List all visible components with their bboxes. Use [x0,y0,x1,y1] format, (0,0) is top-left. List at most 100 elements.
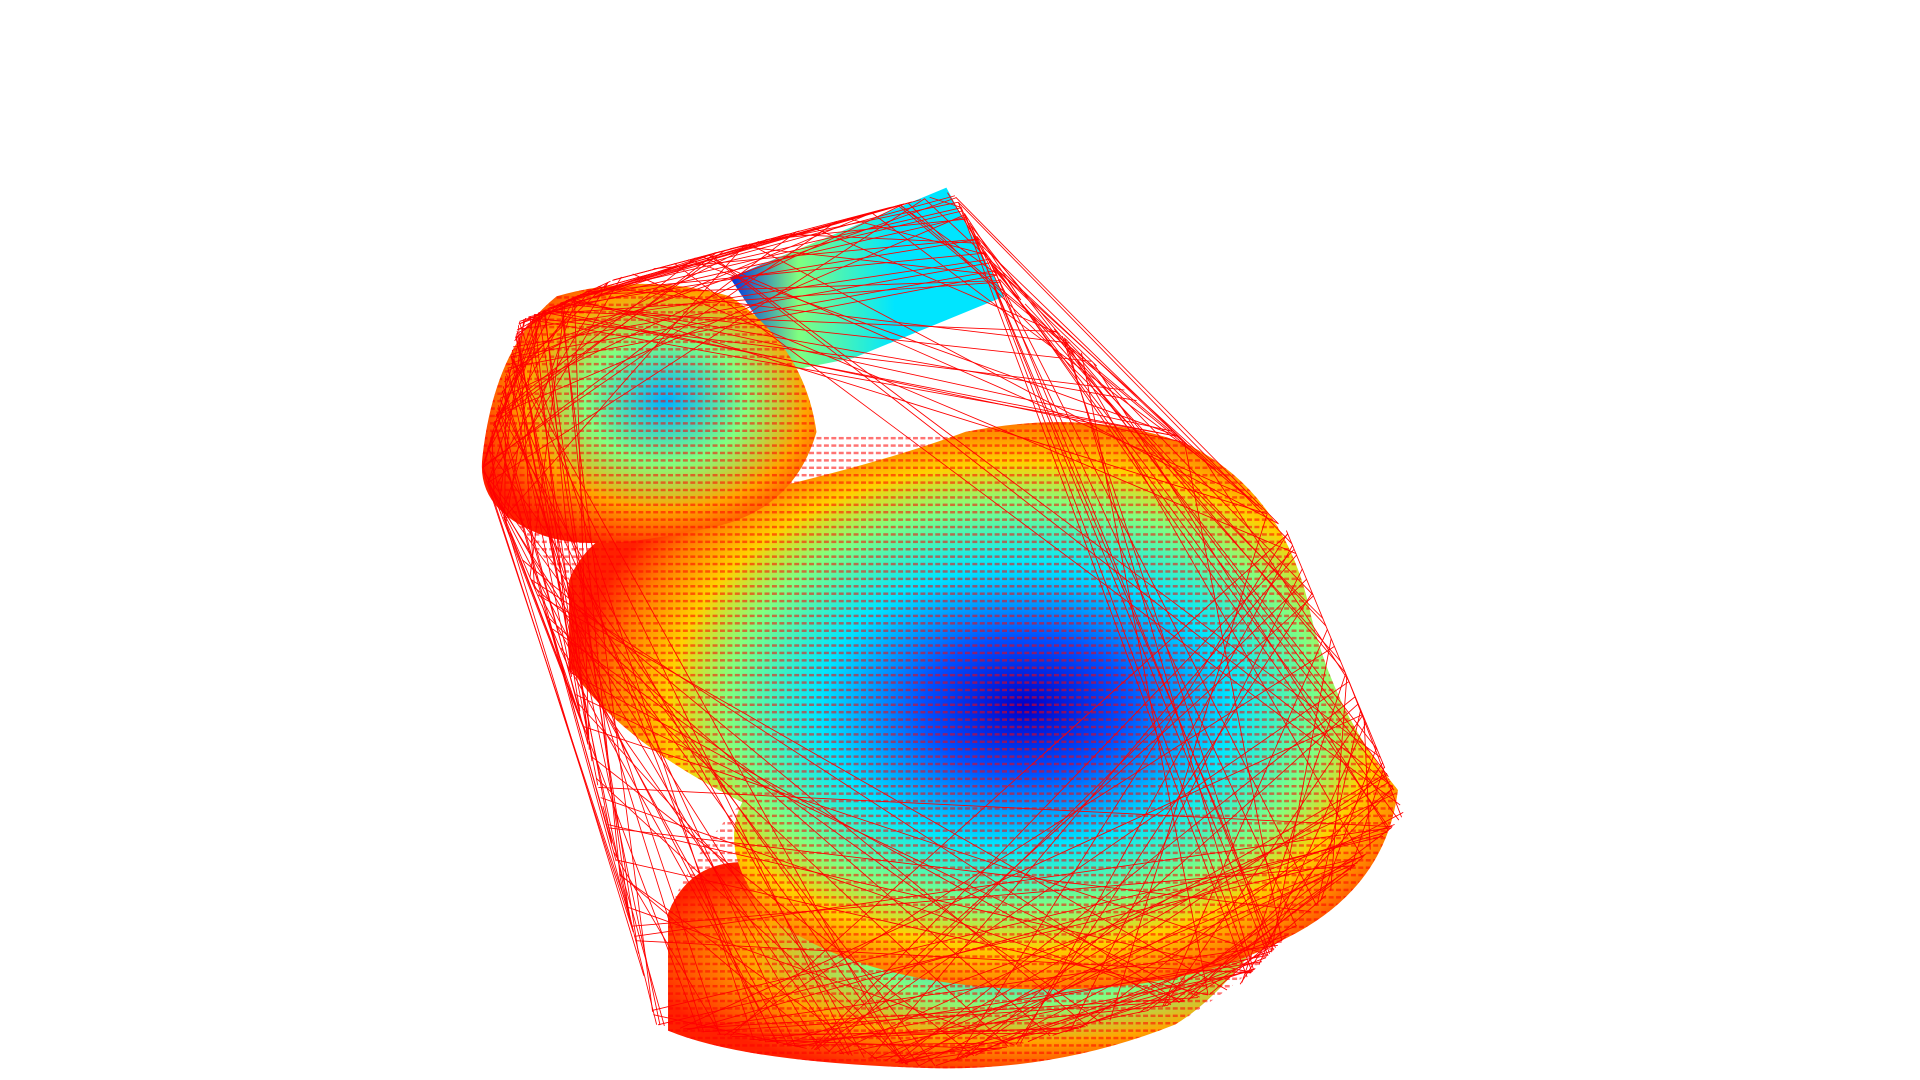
hull-line [970,225,1253,973]
hull-line [782,1005,1168,1046]
hull-line [533,314,573,677]
hull-line [488,484,821,1051]
hull-line [507,274,998,369]
hull-line [510,270,996,358]
hull-line [1363,717,1371,850]
hull-line [517,258,990,330]
hull-line [484,311,541,460]
hull-line [787,1042,1024,1046]
hull-line [524,318,1178,437]
hull-line [542,310,1058,333]
hull-line [619,874,878,1060]
hull-line [834,793,1396,1054]
hull-line [1163,714,1364,1007]
hull-line [538,312,639,954]
hull-line [984,251,1391,830]
hull-line [653,238,979,270]
hull-line [963,213,1022,301]
hull-line [976,236,1317,906]
hull-line [585,252,986,293]
hull-line [895,862,1358,1063]
hull-line [502,386,705,1033]
hull-line [918,812,1404,1067]
hull-line [1019,545,1293,1044]
hull-line [505,373,766,1043]
hull-line [765,218,968,241]
hull-line [634,827,1392,937]
hull-line [487,310,545,483]
hull-line [896,696,1356,1064]
hull-line [674,262,1401,806]
hull-line [955,196,1279,524]
hull-line [701,1000,1185,1033]
hull-line [935,950,1273,1066]
hull-line [482,470,629,910]
hull-line [899,204,997,275]
hull-line [1348,681,1403,818]
hull-line [739,245,998,276]
hull-line [1166,872,1348,1006]
hull-line [575,694,1200,998]
hull-line [954,774,1388,1062]
hull-line [627,906,1015,1046]
hull-line [598,786,1393,828]
hull-line [811,548,1295,1050]
hull-line [570,672,1172,1005]
hull-line [568,298,1172,432]
hull-line [981,244,1189,447]
hull-line [1015,592,1313,1046]
hull-line [509,532,700,1032]
hull-line [989,260,1400,821]
hull-line [965,703,1359,1059]
hull-line [552,628,1102,1024]
hull-line [1081,352,1209,996]
hull-line [870,212,1217,470]
hull-line [529,576,789,1046]
hull-line [1241,673,1347,983]
hull-line [635,940,1252,974]
hull-line [602,806,665,1026]
hull-line [543,310,630,916]
hull-line [615,859,1209,996]
hull-line [577,702,907,1065]
hull-line [483,220,837,467]
hull-line [505,311,541,523]
hull-line [494,420,617,862]
hull-line [631,865,1356,927]
hull-line [632,273,1297,554]
hull-line [1349,766,1385,871]
hull-line [1109,513,1268,1021]
hull-line [511,349,599,786]
hull-line [613,852,721,1035]
hull-line [679,714,1363,1029]
hull-line [765,1026,1086,1043]
hull-line [497,408,865,1058]
hull-line [955,533,1289,1061]
hull-line [546,616,1009,1048]
hull-line [499,203,905,399]
hull-line [976,235,1346,674]
hull-line [499,398,797,1047]
hull-line [559,302,1092,362]
hull-line [815,681,1350,1051]
hull-line [895,1010,1149,1063]
hull-line [907,202,1324,619]
hull-line [619,877,658,1025]
hull-line [487,445,508,525]
hull-line [533,281,1002,316]
hull-line [1203,458,1350,682]
convex-hull-lines [482,192,1404,1067]
hull-line [529,300,566,578]
hull-line [873,855,1365,1060]
hull-line [495,249,726,418]
hull-line [999,278,1341,662]
hull-line [960,206,1276,948]
hull-line [839,970,1254,1055]
hull-line [1064,338,1255,971]
hull-line [541,604,585,730]
hull-line [583,726,1269,956]
hull-line [1147,827,1393,1012]
hull-line [924,198,1184,442]
hull-line [503,516,584,727]
